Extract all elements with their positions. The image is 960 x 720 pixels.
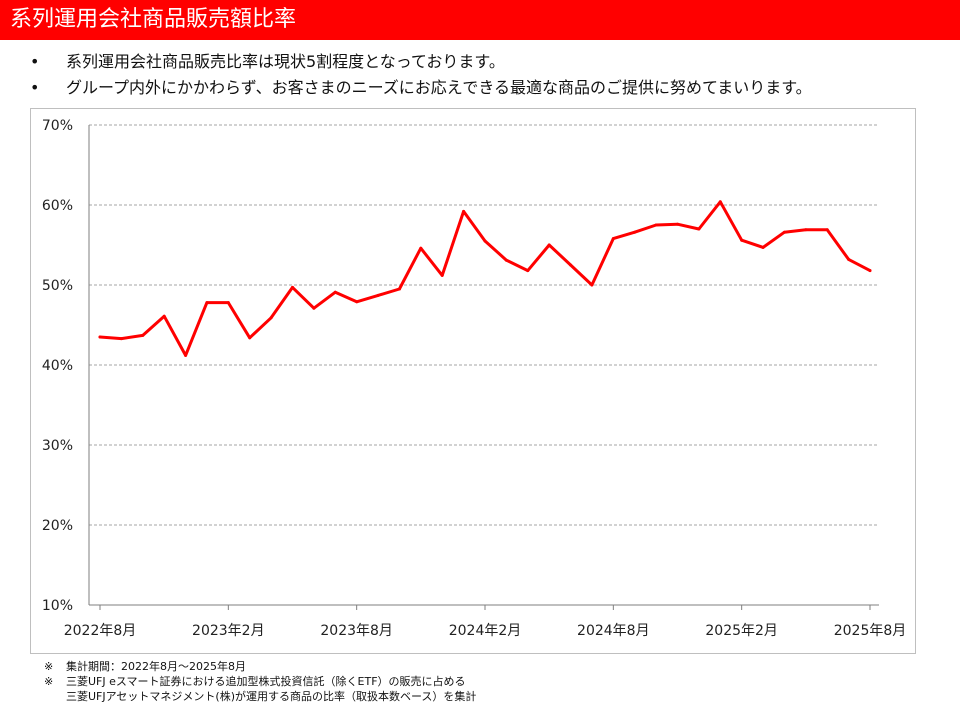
data-point xyxy=(248,336,252,340)
data-point xyxy=(740,238,744,242)
data-point xyxy=(462,209,466,213)
footnote-mark: ※ xyxy=(44,675,54,688)
title-bar: 系列運用会社商品販売額比率 xyxy=(0,0,960,40)
data-point xyxy=(697,227,701,231)
data-point xyxy=(141,333,145,337)
data-point xyxy=(119,337,123,341)
footnote-text: 三菱UFJアセットマネジメント(株)が運用する商品の比率（取扱本数ベース）を集計 xyxy=(66,690,477,703)
y-tick-label: 50% xyxy=(42,278,73,294)
data-point xyxy=(804,228,808,232)
bullet-dot-icon: • xyxy=(30,52,40,71)
data-point xyxy=(847,257,851,261)
footnote-mark: ※ xyxy=(44,660,54,673)
data-point xyxy=(676,222,679,226)
data-point xyxy=(312,306,316,310)
data-point xyxy=(761,245,765,249)
bullet-item: • 系列運用会社商品販売比率は現状5割程度となっております。 xyxy=(30,48,950,74)
data-point xyxy=(269,316,273,320)
data-point xyxy=(825,228,829,232)
bullet-list: • 系列運用会社商品販売比率は現状5割程度となっております。 • グループ内外に… xyxy=(30,48,950,100)
data-point xyxy=(611,237,615,241)
y-tick-label: 10% xyxy=(42,598,73,614)
y-tick-label: 30% xyxy=(42,438,73,454)
footnote-continued: 三菱UFJアセットマネジメント(株)が運用する商品の比率（取扱本数ベース）を集計 xyxy=(44,689,476,704)
footnote-text: 三菱UFJ eスマート証券における追加型株式投資信託（除くETF）の販売に占める xyxy=(66,675,466,688)
x-tick-label: 2024年8月 xyxy=(577,623,650,639)
data-point xyxy=(526,269,530,273)
data-point xyxy=(547,243,551,247)
series-line xyxy=(98,200,872,357)
y-tick-label: 40% xyxy=(42,358,73,374)
data-point xyxy=(718,200,722,204)
x-tick-label: 2025年8月 xyxy=(834,623,907,639)
data-point xyxy=(184,353,188,357)
footnote-text: 集計期間：2022年8月～2025年8月 xyxy=(66,660,246,673)
x-tick-label: 2022年8月 xyxy=(64,623,137,639)
data-point xyxy=(868,269,872,273)
data-point xyxy=(226,301,230,305)
bullet-item: • グループ内外にかかわらず、お客さまのニーズにお応えできる最適な商品のご提供に… xyxy=(30,74,950,100)
data-point xyxy=(376,293,380,297)
data-point xyxy=(333,290,337,294)
x-tick-label: 2025年2月 xyxy=(705,623,778,639)
page-title: 系列運用会社商品販売額比率 xyxy=(10,7,297,32)
data-point xyxy=(654,223,658,227)
bullet-text: 系列運用会社商品販売比率は現状5割程度となっております。 xyxy=(66,52,505,71)
data-point xyxy=(590,283,594,287)
x-tick-label: 2023年2月 xyxy=(192,623,265,639)
data-point xyxy=(397,287,401,291)
data-point xyxy=(419,246,423,250)
x-tick-label: 2024年2月 xyxy=(449,623,522,639)
data-point xyxy=(98,335,102,339)
data-point xyxy=(504,258,508,262)
chart-frame: 10% 20% 30% 40% 50% 60% 70% 2022年8月 2023年2月 2023年… xyxy=(30,108,916,654)
data-point xyxy=(483,239,487,243)
data-point xyxy=(355,300,359,304)
y-tick-label: 70% xyxy=(42,118,73,134)
data-point xyxy=(440,273,444,277)
footnotes: ※ 集計期間：2022年8月～2025年8月 ※ 三菱UFJ eスマート証券にお… xyxy=(44,659,476,704)
y-tick-label: 20% xyxy=(42,518,73,534)
x-tick-label: 2023年8月 xyxy=(320,623,393,639)
data-point xyxy=(633,230,637,234)
data-point xyxy=(782,230,786,234)
bullet-text: グループ内外にかかわらず、お客さまのニーズにお応えできる最適な商品のご提供に努め… xyxy=(66,78,812,97)
data-point xyxy=(291,285,294,289)
footnote: ※ 三菱UFJ eスマート証券における追加型株式投資信託（除くETF）の販売に占… xyxy=(44,674,476,689)
line-chart: 10% 20% 30% 40% 50% 60% 70% 2022年8月 2023年2月 2023年… xyxy=(42,118,907,639)
data-point xyxy=(162,314,166,318)
data-point xyxy=(569,263,573,267)
y-tick-label: 60% xyxy=(42,198,73,214)
bullet-dot-icon: • xyxy=(30,78,40,97)
data-point xyxy=(205,301,209,305)
footnote: ※ 集計期間：2022年8月～2025年8月 xyxy=(44,659,476,674)
